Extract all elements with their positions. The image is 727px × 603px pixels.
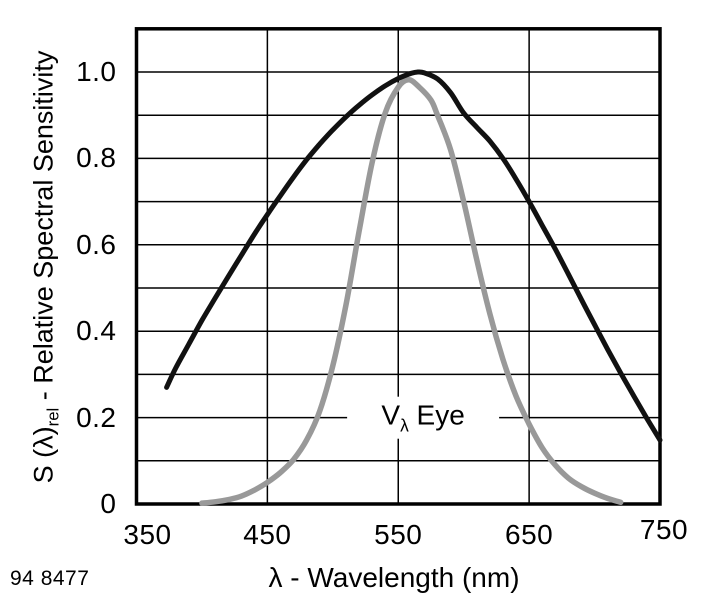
x-tick-label: 650 xyxy=(505,519,554,550)
x-tick-label: 350 xyxy=(123,519,172,550)
y-tick-label: 0.2 xyxy=(76,401,117,433)
x-tick-label: 550 xyxy=(374,519,423,550)
y-tick-label: 1.0 xyxy=(76,56,117,87)
x-tick-label: 750 xyxy=(639,514,689,545)
plot-frame xyxy=(134,27,662,506)
eye-label-subscript: λ xyxy=(400,414,409,435)
y-tick-label: 0.4 xyxy=(76,315,117,347)
eye-curve-label: Vλ Eye xyxy=(359,396,487,439)
y-axis-title-main: S (λ) xyxy=(28,426,59,484)
x-tick-label: 450 xyxy=(243,519,292,550)
eye-label-main: V xyxy=(381,399,401,431)
eye-label-rest: Eye xyxy=(408,399,465,431)
x-axis-title: λ - Wavelength (nm) xyxy=(268,562,520,593)
eye-curve xyxy=(199,77,624,506)
detector-curve xyxy=(164,69,663,443)
y-tick-label: 0 xyxy=(100,488,117,519)
y-tick-label: 0.6 xyxy=(76,228,117,260)
figure-number: 94 8477 xyxy=(10,567,90,590)
y-tick-label: 0.8 xyxy=(76,142,117,174)
